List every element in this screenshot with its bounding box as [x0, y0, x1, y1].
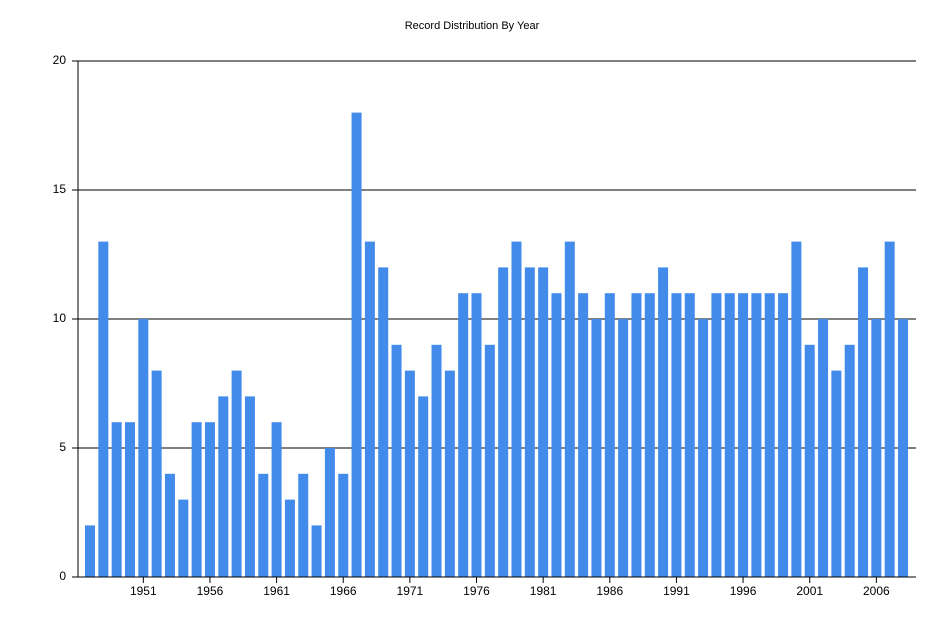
bar — [111, 422, 122, 577]
x-tick-label: 1986 — [596, 584, 623, 598]
bar — [324, 448, 335, 577]
bar — [191, 422, 202, 577]
bar — [658, 267, 669, 577]
bar — [684, 293, 695, 577]
x-tick-label: 1956 — [197, 584, 224, 598]
bar — [564, 241, 575, 577]
x-tick-label: 1981 — [530, 584, 557, 598]
bar — [284, 499, 295, 577]
bar — [618, 319, 629, 577]
bar — [311, 525, 322, 577]
bar — [244, 396, 255, 577]
x-tick-label: 1976 — [463, 584, 490, 598]
bar — [378, 267, 389, 577]
bar — [711, 293, 722, 577]
x-tick-label: 1951 — [130, 584, 157, 598]
bar — [524, 267, 535, 577]
bar — [764, 293, 775, 577]
x-tick-label: 2001 — [796, 584, 823, 598]
bar — [298, 473, 309, 577]
bar — [271, 422, 282, 577]
bar — [404, 370, 415, 577]
bar — [738, 293, 749, 577]
bar — [164, 473, 175, 577]
bar — [484, 344, 495, 577]
bar — [591, 319, 602, 577]
bar — [804, 344, 815, 577]
y-tick-label: 0 — [59, 569, 66, 583]
bar — [644, 293, 655, 577]
x-tick-label: 1961 — [263, 584, 290, 598]
bar — [858, 267, 869, 577]
bar — [151, 370, 162, 577]
bar — [391, 344, 402, 577]
bar — [818, 319, 829, 577]
bar — [751, 293, 762, 577]
x-tick-label: 2006 — [863, 584, 890, 598]
bar — [578, 293, 589, 577]
bar — [791, 241, 802, 577]
bar — [831, 370, 842, 577]
x-tick-label: 1991 — [663, 584, 690, 598]
bar — [671, 293, 682, 577]
bar — [218, 396, 229, 577]
bar — [458, 293, 469, 577]
x-tick-label: 1966 — [330, 584, 357, 598]
bar — [604, 293, 615, 577]
bar — [871, 319, 882, 577]
bar — [351, 112, 362, 577]
bar — [418, 396, 429, 577]
bar — [85, 525, 95, 577]
y-tick-label: 20 — [53, 53, 67, 67]
x-tick-label: 1996 — [730, 584, 757, 598]
bar — [511, 241, 522, 577]
bar — [551, 293, 562, 577]
bar — [538, 267, 549, 577]
bar — [631, 293, 642, 577]
bar — [724, 293, 735, 577]
bar — [444, 370, 455, 577]
bar — [231, 370, 242, 577]
bar — [124, 422, 135, 577]
bar — [338, 473, 349, 577]
bar — [204, 422, 215, 577]
bar — [698, 319, 709, 577]
bar — [431, 344, 442, 577]
y-tick-label: 15 — [53, 182, 67, 196]
y-tick-label: 5 — [59, 440, 66, 454]
y-tick-label: 10 — [53, 311, 67, 325]
bar — [778, 293, 789, 577]
bar — [498, 267, 509, 577]
bar — [844, 344, 855, 577]
chart-title: Record Distribution By Year — [405, 20, 540, 32]
bar — [898, 319, 908, 577]
bar — [884, 241, 895, 577]
x-tick-label: 1971 — [397, 584, 424, 598]
bar — [258, 473, 269, 577]
bar — [138, 319, 149, 577]
bar — [98, 241, 109, 577]
bar — [364, 241, 375, 577]
bar — [178, 499, 189, 577]
bar — [471, 293, 482, 577]
